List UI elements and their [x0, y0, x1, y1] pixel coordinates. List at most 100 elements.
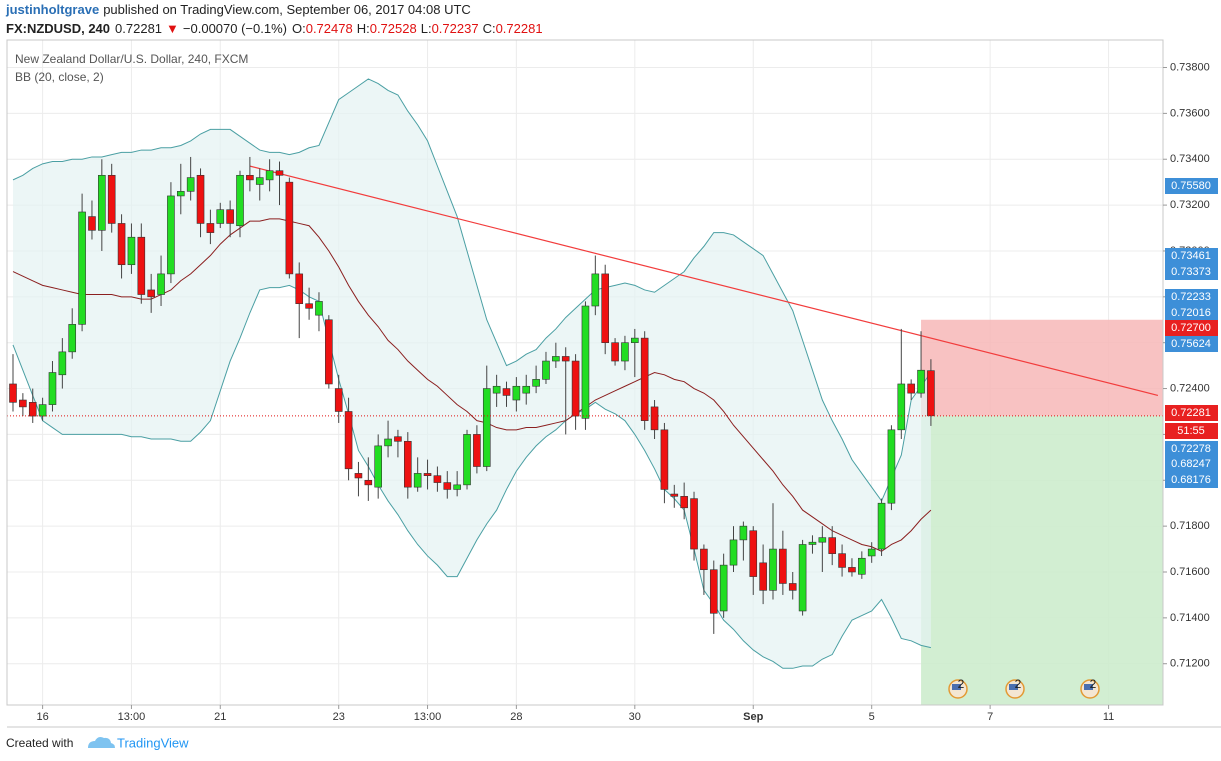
x-tick-label: 16 [36, 711, 48, 723]
candle-body [413, 473, 422, 488]
candle-body [492, 385, 501, 394]
candle-body [631, 337, 639, 343]
candle-body [571, 360, 580, 417]
y-tick-label: 0.73200 [1170, 199, 1210, 211]
stop-zone [921, 319, 1163, 416]
candle-body [88, 216, 96, 231]
candle-body [828, 537, 837, 554]
candle-body [690, 498, 698, 550]
price-label-bg [1165, 248, 1218, 264]
price-label: 0.72278 [1171, 443, 1211, 455]
price-label-bg [1165, 405, 1218, 421]
last-price: 0.72281 [115, 21, 162, 36]
candle-body [28, 402, 37, 417]
candle-body [749, 530, 758, 577]
bb-lower [12, 284, 932, 669]
candle-body [719, 564, 728, 612]
candle-body [473, 434, 481, 467]
price-label-bg [1165, 264, 1218, 280]
y-tick-label: 0.73800 [1170, 61, 1210, 73]
candle-body [305, 303, 313, 309]
symbol: FX:NZDUSD, 240 [6, 21, 110, 36]
candle-body [759, 562, 767, 591]
x-tick-label: 23 [333, 711, 345, 723]
candle-body [137, 236, 146, 295]
candle-body [670, 493, 679, 497]
trendline [249, 165, 1159, 397]
candle-body [325, 319, 333, 385]
candle-body [394, 436, 402, 442]
candle-body [739, 525, 748, 541]
plot-border [6, 39, 1164, 706]
price-label-bg [1165, 178, 1218, 194]
event-flag [952, 684, 961, 690]
x-tick-label: 13:00 [414, 711, 442, 723]
candle-body [788, 583, 797, 591]
author[interactable]: justinholtgrave [5, 2, 99, 17]
candle-body [147, 289, 155, 298]
price-label: 0.72281 [1171, 407, 1211, 419]
candle-body [226, 209, 234, 224]
footer-brand[interactable]: TradingView [117, 735, 189, 750]
target-zone [921, 415, 1163, 705]
y-tick-label: 0.71800 [1170, 520, 1210, 532]
tradingview-logo[interactable]: TradingView [88, 735, 189, 750]
price-label-bg [1165, 289, 1218, 305]
price-label-bg [1165, 456, 1218, 472]
candle-body [78, 211, 86, 325]
event-marker[interactable]: 2 [948, 677, 968, 699]
price-label-bg [1165, 336, 1218, 352]
candle-body [532, 379, 540, 387]
ohlc-value: 0.72478 [306, 21, 353, 36]
candle-body [186, 177, 195, 192]
candle-body [354, 473, 363, 479]
candle-body [157, 273, 165, 295]
candle-body [897, 383, 906, 431]
event-flag [1084, 684, 1093, 690]
candle-body [877, 502, 886, 550]
published: published on TradingView.com, September … [103, 2, 471, 17]
candle-body [601, 273, 610, 343]
x-tick-label: 30 [629, 711, 641, 723]
footer-created: Created with [6, 736, 73, 750]
price-label-bg [1165, 441, 1218, 457]
candle-body [364, 479, 373, 486]
ohlc-value: 0.72528 [370, 21, 417, 36]
event-marker[interactable]: 2 [1080, 677, 1100, 699]
event-marker[interactable]: 2 [1005, 677, 1025, 699]
legend-indicator: BB (20, close, 2) [15, 70, 104, 84]
candle-body [512, 385, 521, 401]
ohlc-value: 0.72281 [496, 21, 543, 36]
x-tick-label: 5 [869, 711, 875, 723]
price-label: 0.68176 [1171, 474, 1211, 486]
header-line-1: justinholtgrave published on TradingView.… [5, 2, 471, 17]
y-tick-label: 0.72400 [1170, 382, 1210, 394]
x-tick-label: 11 [1103, 711, 1114, 723]
y-tick-label: 0.73600 [1170, 107, 1210, 119]
change-arrow: ▼ [166, 21, 179, 36]
candle-body [581, 305, 590, 419]
candle-body [463, 434, 471, 486]
candle-body [848, 567, 856, 573]
price-label: 0.68247 [1171, 458, 1211, 470]
candle-body [542, 360, 550, 380]
x-tick-label: 28 [510, 711, 522, 723]
legend-symbol: New Zealand Dollar/U.S. Dollar, 240, FXC… [15, 52, 248, 66]
candle-body [127, 236, 136, 266]
price-label: 51:55 [1177, 425, 1205, 437]
x-tick-label: 7 [987, 711, 993, 723]
x-tick-label: 13:00 [118, 711, 146, 723]
candle-body [236, 174, 244, 227]
candle-body [403, 440, 412, 488]
price-label: 0.72233 [1171, 291, 1211, 303]
candle-body [680, 496, 688, 509]
candle-body [167, 195, 175, 275]
candle-body [818, 537, 827, 543]
candle-body [374, 445, 382, 488]
logo-icon [88, 737, 115, 748]
candle-body [275, 170, 284, 176]
candle-body [858, 557, 866, 575]
candle-body [107, 174, 116, 224]
event-flag [1009, 684, 1018, 690]
candle-body [433, 475, 442, 483]
